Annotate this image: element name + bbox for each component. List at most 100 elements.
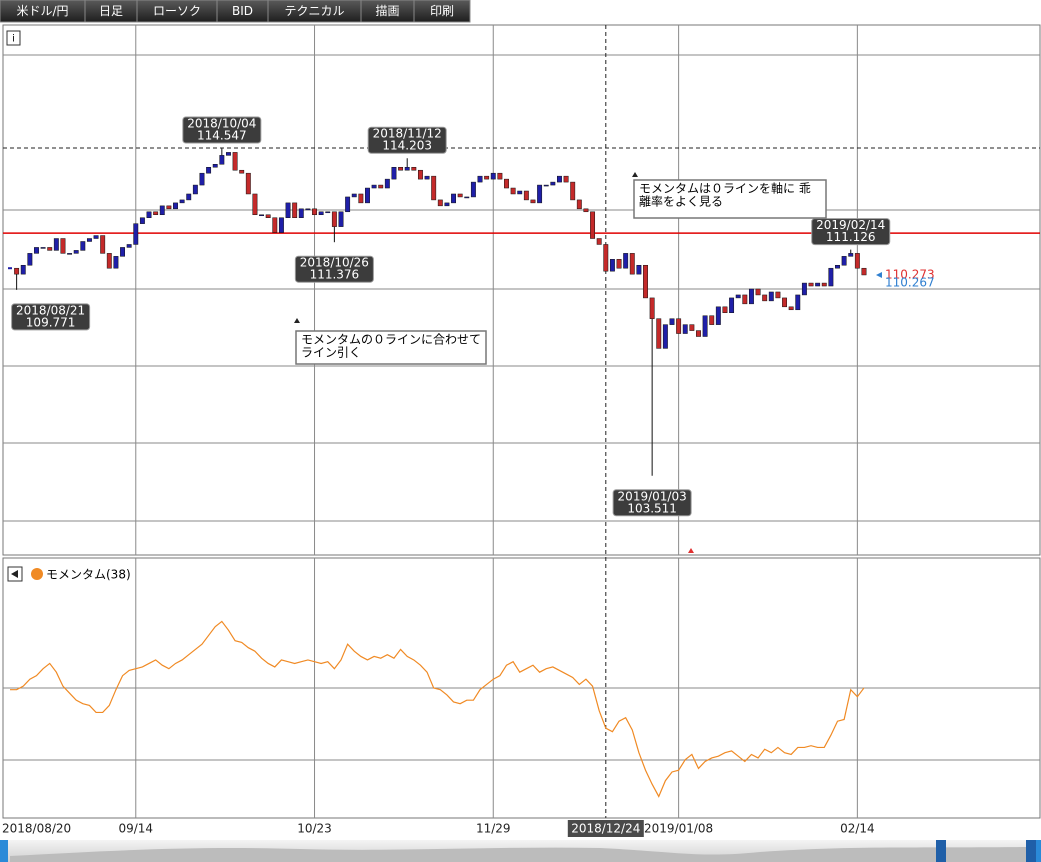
candle xyxy=(411,166,417,171)
scroller-preview xyxy=(10,847,1030,862)
candle xyxy=(768,291,774,302)
candle xyxy=(166,205,172,210)
legend-label: モメンタム(38) xyxy=(46,568,131,582)
candle xyxy=(398,166,404,171)
candle xyxy=(709,315,715,325)
candle xyxy=(212,164,218,168)
price-marker xyxy=(875,271,882,278)
candle xyxy=(113,256,119,269)
candle xyxy=(318,211,324,216)
callout-date: 2018/10/04 xyxy=(187,117,256,131)
candle xyxy=(497,172,503,180)
candle xyxy=(159,205,165,216)
note-text: 離率をよく見る xyxy=(639,195,723,209)
candle xyxy=(775,291,781,299)
candle xyxy=(265,214,271,218)
toolbar-button[interactable] xyxy=(413,0,471,23)
candle xyxy=(762,294,768,302)
note-box xyxy=(633,179,827,219)
candle xyxy=(371,184,377,189)
candle xyxy=(437,199,443,207)
candle xyxy=(331,211,337,227)
scroller-handle-right[interactable] xyxy=(1026,840,1036,862)
price-label: 110.273 xyxy=(885,267,935,281)
candle xyxy=(557,175,562,183)
candle xyxy=(748,288,754,305)
candle xyxy=(729,297,735,314)
candle xyxy=(662,324,668,349)
candle xyxy=(484,175,490,180)
candle xyxy=(153,211,159,216)
candle xyxy=(106,253,112,269)
candle xyxy=(120,247,125,257)
candle xyxy=(444,202,450,207)
callout-value: 103.511 xyxy=(627,501,677,515)
candle xyxy=(285,202,291,218)
candle xyxy=(351,193,357,198)
info-icon[interactable] xyxy=(6,30,21,46)
candle xyxy=(696,330,701,337)
callout-value: 114.203 xyxy=(382,139,432,153)
candle xyxy=(550,181,556,186)
callout-box xyxy=(11,303,91,331)
toolbar-label[interactable]: 印刷 xyxy=(430,4,454,18)
candle xyxy=(517,190,523,195)
price-label: 110.267 xyxy=(885,276,935,290)
toolbar-label[interactable]: 描画 xyxy=(375,4,399,18)
toolbar-label[interactable]: テクニカル xyxy=(284,4,344,18)
candle xyxy=(60,238,66,254)
callout-box xyxy=(182,116,262,144)
toolbar-label[interactable]: 日足 xyxy=(99,4,123,18)
candle xyxy=(86,238,92,242)
callout-box xyxy=(811,218,891,246)
x-tick-label: 2019/01/08 xyxy=(644,822,713,836)
candle xyxy=(93,235,99,239)
candle xyxy=(590,211,596,239)
scroller-right[interactable] xyxy=(1036,840,1041,862)
callout-value: 109.771 xyxy=(26,315,76,329)
candle xyxy=(126,244,132,248)
candle xyxy=(232,152,238,171)
candle xyxy=(669,318,675,325)
candle xyxy=(676,318,682,334)
candle xyxy=(34,247,39,254)
candle xyxy=(530,199,536,204)
candle xyxy=(490,172,496,180)
candle xyxy=(457,193,463,198)
toolbar-label[interactable]: BID xyxy=(232,4,253,18)
callout-date: 2018/10/26 xyxy=(300,256,369,270)
candle xyxy=(179,199,185,204)
callout-box xyxy=(612,489,692,517)
x-tick-label: 02/14 xyxy=(840,822,875,836)
candle xyxy=(226,152,231,156)
candle xyxy=(173,202,178,210)
candle xyxy=(848,253,854,257)
candle xyxy=(146,211,152,218)
candle xyxy=(252,193,258,216)
candle xyxy=(199,172,205,186)
candle xyxy=(523,190,529,201)
candle xyxy=(219,155,225,165)
candle xyxy=(682,324,688,334)
candle xyxy=(470,181,476,198)
candle xyxy=(73,250,79,254)
candle xyxy=(8,267,12,270)
callout-date: 2019/02/14 xyxy=(816,218,885,232)
callout-value: 114.547 xyxy=(197,129,247,143)
candle xyxy=(298,208,304,218)
note-text: モメンタムは０ラインを軸に 乖 xyxy=(639,182,811,196)
candle xyxy=(391,166,397,180)
candle xyxy=(616,259,622,269)
candle xyxy=(40,247,46,249)
callout-value: 111.126 xyxy=(826,230,876,244)
candle xyxy=(245,172,251,195)
scroller-handle-left[interactable] xyxy=(936,840,946,862)
price-grid xyxy=(3,54,1040,761)
toolbar-label[interactable]: ローソク xyxy=(153,4,201,18)
candle xyxy=(206,166,212,174)
toolbar-label[interactable]: 米ドル/円 xyxy=(16,4,68,18)
note-anchor xyxy=(294,318,300,323)
scroller-left[interactable] xyxy=(0,840,8,862)
candle xyxy=(835,264,840,269)
